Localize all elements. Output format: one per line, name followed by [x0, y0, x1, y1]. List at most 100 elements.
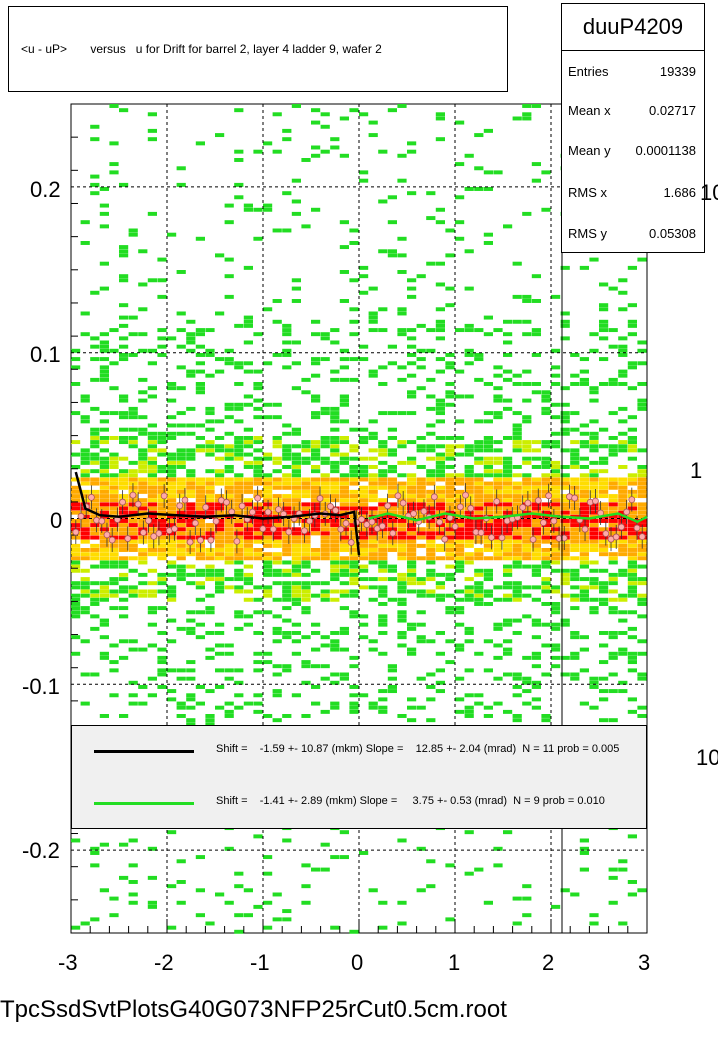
heatmap-cell — [368, 448, 378, 453]
heatmap-cell — [599, 689, 609, 694]
heatmap-cell — [272, 568, 282, 573]
heatmap-cell — [301, 158, 311, 162]
heatmap-cell — [551, 489, 561, 494]
heatmap-cell — [205, 411, 215, 416]
heatmap-cell — [330, 489, 340, 494]
heatmap-cell — [272, 402, 282, 407]
heatmap-cell — [531, 353, 541, 357]
heatmap-cell — [455, 481, 465, 486]
heatmap-cell — [339, 556, 349, 561]
heatmap-cell — [253, 709, 263, 714]
heatmap-cell — [541, 602, 551, 606]
heatmap-cell — [301, 489, 311, 494]
heatmap-cell — [503, 377, 513, 382]
profile-point — [560, 534, 568, 542]
heatmap-cell — [80, 398, 90, 403]
heatmap-cell — [119, 585, 129, 590]
heatmap-cell — [282, 506, 292, 511]
heatmap-cell — [589, 610, 599, 615]
heatmap-cell — [483, 128, 493, 133]
heatmap-cell — [263, 473, 273, 478]
heatmap-cell — [311, 527, 321, 532]
heatmap-cell — [349, 577, 359, 582]
heatmap-cell — [368, 319, 378, 324]
heatmap-cell — [205, 556, 215, 561]
heatmap-cell — [541, 170, 551, 175]
heatmap-cell — [455, 394, 465, 399]
heatmap-cell — [503, 585, 513, 590]
heatmap-cell — [320, 589, 330, 594]
heatmap-cell — [205, 564, 215, 569]
heatmap-cell — [445, 286, 455, 291]
heatmap-cell — [435, 456, 445, 461]
heatmap-cell — [195, 141, 205, 146]
heatmap-cell — [541, 548, 551, 552]
profile-point — [191, 519, 199, 527]
heatmap-cell — [147, 423, 157, 428]
heatmap-cell — [378, 382, 388, 386]
heatmap-cell — [243, 577, 253, 582]
heatmap-cell — [157, 519, 167, 523]
heatmap-cell — [243, 581, 253, 586]
heatmap-cell — [195, 581, 205, 586]
heatmap-cell — [330, 539, 340, 544]
heatmap-cell — [224, 577, 234, 582]
heatmap-cell — [368, 485, 378, 490]
heatmap-cell — [90, 436, 100, 440]
heatmap-cell — [349, 552, 359, 557]
heatmap-cell — [339, 436, 349, 440]
heatmap-cell — [311, 568, 321, 573]
profile-point — [139, 529, 147, 536]
heatmap-cell — [522, 211, 532, 216]
heatmap-cell — [589, 568, 599, 573]
heatmap-cell — [378, 705, 388, 710]
heatmap-cell — [119, 560, 129, 565]
heatmap-cell — [435, 510, 445, 515]
heatmap-cell — [359, 531, 369, 536]
heatmap-cell — [368, 548, 378, 552]
heatmap-cell — [387, 481, 397, 486]
heatmap-cell — [224, 676, 234, 681]
heatmap-cell — [599, 676, 609, 681]
heatmap-cell — [147, 568, 157, 573]
heatmap-cell — [330, 672, 340, 677]
heatmap-cell — [426, 377, 436, 382]
heatmap-cell — [474, 701, 484, 706]
heatmap-cell — [579, 556, 589, 561]
heatmap-cell — [147, 502, 157, 507]
heatmap-cell — [320, 842, 330, 847]
heatmap-cell — [119, 394, 129, 399]
heatmap-cell — [167, 589, 177, 594]
heatmap-cell — [205, 506, 215, 511]
heatmap-cell — [80, 519, 90, 523]
heatmap-cell — [483, 602, 493, 606]
heatmap-cell — [349, 614, 359, 619]
heatmap-cell — [71, 635, 81, 640]
heatmap-cell — [627, 502, 637, 507]
heatmap-cell — [397, 585, 407, 590]
heatmap-cell — [455, 369, 465, 374]
heatmap-cell — [522, 701, 532, 706]
heatmap-cell — [176, 270, 186, 274]
heatmap-cell — [109, 519, 119, 523]
heatmap-cell — [435, 597, 445, 602]
heatmap-cell — [272, 436, 282, 440]
heatmap-cell — [147, 519, 157, 523]
heatmap-cell — [560, 473, 570, 478]
heatmap-cell — [512, 431, 522, 436]
heatmap-cell — [253, 386, 263, 391]
heatmap-cell — [541, 207, 551, 212]
heatmap-cell — [90, 672, 100, 677]
heatmap-cell — [455, 622, 465, 627]
heatmap-cell — [627, 655, 637, 660]
profile-point — [275, 506, 282, 513]
heatmap-cell — [99, 560, 109, 565]
heatmap-cell — [253, 693, 263, 698]
heatmap-cell — [339, 572, 349, 577]
heatmap-cell — [320, 456, 330, 461]
heatmap-cell — [483, 481, 493, 486]
heatmap-cell — [589, 386, 599, 391]
heatmap-cell — [263, 535, 273, 540]
profile-point — [358, 515, 365, 523]
heatmap-cell — [224, 701, 234, 706]
